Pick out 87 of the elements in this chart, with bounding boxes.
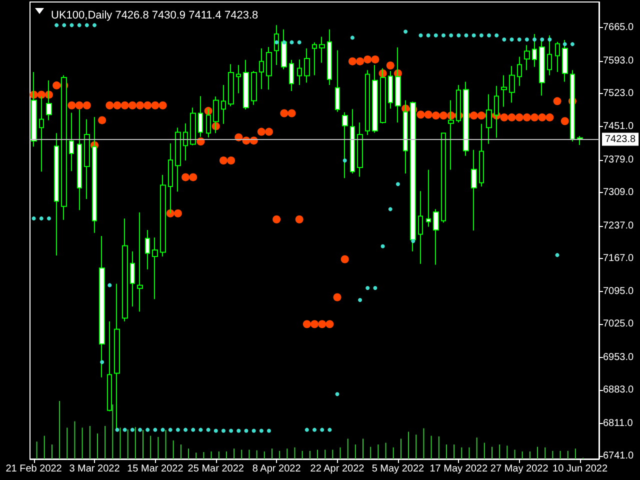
y-tick-label: 7523.0 bbox=[603, 88, 634, 99]
text: UK100,Daily 7426.8 7430.9 7411.4 7423.8 bbox=[51, 10, 258, 22]
candlestick bbox=[114, 283, 120, 430]
candlestick bbox=[501, 74, 507, 108]
candlestick bbox=[198, 96, 203, 138]
candlestick bbox=[61, 74, 67, 220]
x-tick-label: 10 Jun 2022 bbox=[552, 464, 608, 474]
candlestick bbox=[357, 122, 363, 178]
candlestick bbox=[448, 100, 454, 170]
candlestick bbox=[130, 250, 135, 308]
y-tick-label: 7237.0 bbox=[603, 220, 634, 232]
candlestick bbox=[54, 132, 59, 256]
y-tick-label: 7665.0 bbox=[603, 22, 634, 33]
candlestick bbox=[365, 70, 370, 136]
y-tick-label: 6953.0 bbox=[603, 352, 634, 363]
y-tick-label: 7309.0 bbox=[603, 186, 634, 198]
candlestick bbox=[380, 68, 386, 124]
candlestick bbox=[327, 28, 332, 86]
candlestick bbox=[145, 230, 150, 270]
candlestick bbox=[77, 109, 82, 211]
candlestick bbox=[304, 48, 310, 84]
candlestick bbox=[236, 64, 241, 94]
candlestick bbox=[46, 80, 52, 121]
x-tick-label: 8 Apr 2022 bbox=[252, 464, 302, 474]
y-tick-label: 7451.0 bbox=[603, 121, 634, 132]
candlestick bbox=[183, 122, 188, 162]
y-tick-label: 7095.0 bbox=[603, 286, 634, 298]
candlestick bbox=[388, 70, 393, 110]
candlestick bbox=[509, 65, 515, 104]
candlestick bbox=[517, 56, 522, 86]
candlestick bbox=[107, 320, 112, 412]
candlestick bbox=[69, 112, 74, 172]
candlestick bbox=[266, 46, 272, 90]
candlestick bbox=[441, 132, 446, 224]
x-tick-label: 17 May 2022 bbox=[430, 464, 488, 474]
candlestick bbox=[342, 112, 348, 179]
candlestick bbox=[190, 107, 196, 146]
candlestick bbox=[259, 48, 264, 90]
y-tick-label: 7379.0 bbox=[603, 154, 634, 166]
candlestick bbox=[312, 42, 317, 76]
x-tick-label: 21 Feb 2022 bbox=[6, 464, 62, 474]
candlestick bbox=[539, 39, 545, 96]
candlestick bbox=[152, 236, 158, 300]
candlestick bbox=[479, 123, 484, 187]
x-tick-label: 27 May 2022 bbox=[490, 464, 549, 474]
candlestick bbox=[555, 41, 560, 72]
candlestick bbox=[532, 33, 537, 68]
candlestick bbox=[463, 81, 469, 156]
y-tick-label: 6741.0 bbox=[603, 450, 634, 462]
ref-line-label: 7423.8 bbox=[605, 134, 636, 145]
candlestick bbox=[243, 59, 249, 110]
candlestick bbox=[297, 58, 302, 86]
candlestick bbox=[410, 101, 416, 252]
x-tick-label: 3 Mar 2022 bbox=[69, 464, 120, 474]
candlestick bbox=[319, 36, 325, 64]
candlestick bbox=[251, 70, 257, 106]
y-tick-label: 6811.0 bbox=[603, 418, 634, 429]
candlestick bbox=[137, 212, 143, 312]
candlestick bbox=[175, 127, 181, 192]
candlestick bbox=[562, 40, 568, 82]
candlestick bbox=[547, 34, 552, 76]
candlestick bbox=[471, 149, 477, 231]
candlestick bbox=[122, 218, 128, 322]
candlestick bbox=[426, 169, 431, 228]
x-tick-label: 25 Mar 2022 bbox=[188, 464, 244, 474]
x-tick-label: 15 Mar 2022 bbox=[127, 464, 184, 474]
candlestick bbox=[395, 46, 401, 124]
candlestick bbox=[84, 118, 90, 200]
y-tick-label: 7167.0 bbox=[603, 252, 634, 264]
candlestick bbox=[335, 50, 340, 112]
candlestick bbox=[160, 174, 166, 257]
candlestick bbox=[350, 108, 355, 174]
y-tick-label: 7593.0 bbox=[603, 55, 634, 66]
candlestick bbox=[213, 96, 219, 134]
candlestick bbox=[99, 236, 105, 378]
candlestick bbox=[281, 28, 287, 70]
x-tick-label: 5 May 2022 bbox=[372, 464, 425, 474]
candlestick bbox=[221, 84, 226, 124]
y-tick-label: 7025.0 bbox=[603, 318, 634, 330]
x-tick-label: 22 Apr 2022 bbox=[310, 464, 365, 474]
candlestick bbox=[433, 208, 439, 266]
y-tick-label: 6883.0 bbox=[603, 384, 634, 396]
candlestick bbox=[418, 190, 423, 264]
candlestick bbox=[289, 59, 294, 92]
candlestick bbox=[524, 44, 530, 71]
candlestick bbox=[372, 64, 378, 134]
candlestick bbox=[228, 64, 234, 107]
